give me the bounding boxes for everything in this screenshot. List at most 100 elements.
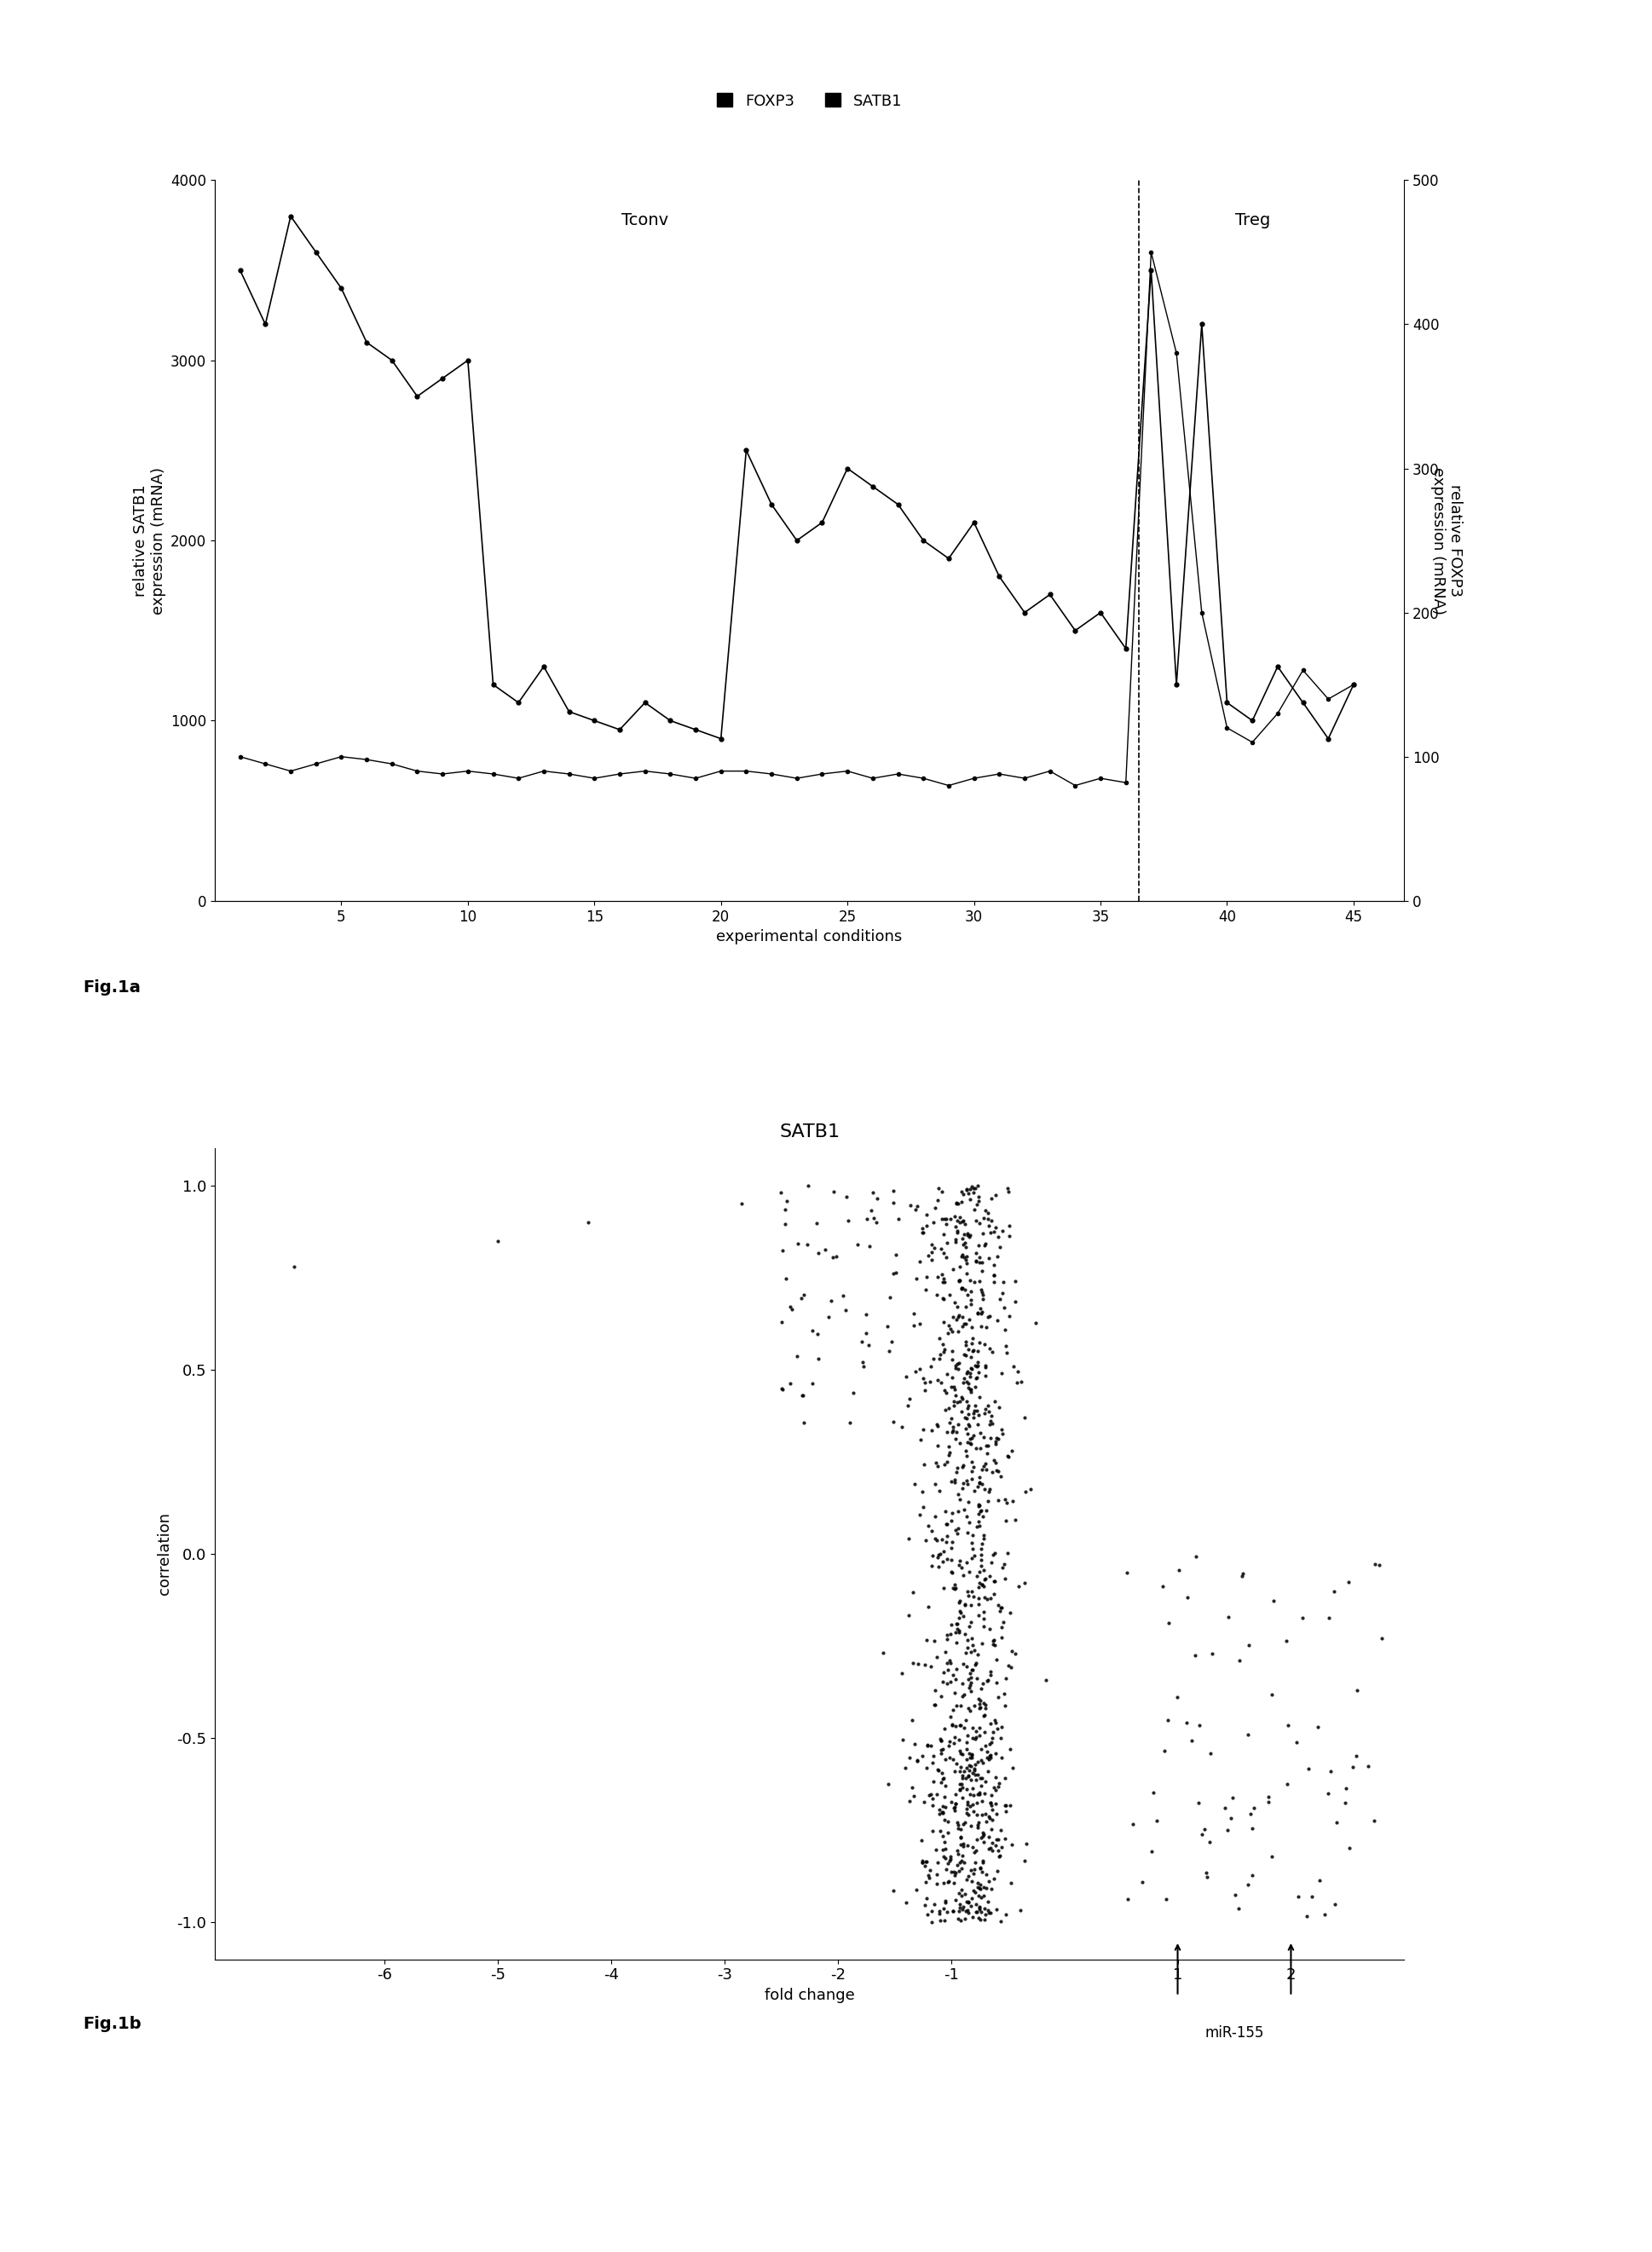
Point — [920, 1739, 947, 1775]
Point — [970, 1869, 996, 1905]
Point — [871, 1635, 897, 1671]
Point — [948, 1185, 975, 1221]
Point — [993, 1793, 1019, 1829]
Point — [938, 1369, 965, 1405]
Point — [957, 1694, 983, 1730]
Point — [963, 1646, 990, 1682]
Point — [937, 1842, 963, 1878]
Point — [953, 1216, 980, 1252]
Point — [1113, 1880, 1140, 1916]
Point — [958, 1349, 985, 1385]
Point — [960, 1333, 986, 1369]
Point — [957, 1666, 983, 1703]
Point — [945, 1347, 971, 1383]
Point — [963, 1187, 990, 1223]
Point — [981, 1257, 1008, 1293]
Point — [975, 1207, 1001, 1243]
Point — [953, 1426, 980, 1462]
Point — [965, 1344, 991, 1380]
Point — [976, 1394, 1003, 1430]
Point — [970, 1844, 996, 1880]
Point — [968, 1867, 995, 1903]
Point — [947, 1811, 973, 1847]
Point — [961, 1721, 988, 1757]
Point — [819, 1239, 846, 1275]
Point — [943, 1687, 970, 1723]
Point — [981, 1628, 1008, 1664]
Point — [933, 1507, 960, 1543]
Point — [960, 1709, 986, 1745]
Point — [963, 1833, 990, 1869]
Point — [950, 1203, 976, 1239]
Point — [966, 1263, 993, 1299]
Point — [953, 1741, 980, 1777]
Point — [910, 1446, 937, 1482]
Point — [912, 1522, 938, 1558]
Point — [978, 1203, 1004, 1239]
Point — [947, 1482, 973, 1518]
Point — [986, 1838, 1013, 1874]
Point — [961, 1752, 988, 1788]
Point — [965, 1489, 991, 1525]
Point — [895, 1520, 922, 1556]
Point — [938, 1842, 965, 1878]
Point — [938, 1556, 965, 1592]
Point — [976, 1705, 1003, 1741]
Point — [942, 1284, 968, 1320]
Point — [857, 1191, 884, 1227]
Point — [768, 1304, 795, 1340]
Point — [1193, 1858, 1219, 1894]
Point — [945, 1892, 971, 1928]
Point — [983, 1444, 1009, 1480]
Point — [945, 1299, 971, 1335]
Point — [920, 1687, 947, 1723]
Point — [971, 1714, 998, 1750]
Point — [940, 1408, 966, 1444]
Point — [925, 1259, 952, 1295]
Point — [971, 1691, 998, 1727]
Point — [948, 1270, 975, 1306]
Point — [925, 1536, 952, 1572]
Point — [970, 1448, 996, 1484]
Point — [1191, 1811, 1218, 1847]
Point — [937, 1642, 963, 1678]
Point — [773, 1261, 800, 1297]
Point — [980, 1405, 1006, 1441]
Point — [990, 1356, 1016, 1392]
Point — [958, 1673, 985, 1709]
Point — [970, 1216, 996, 1252]
Point — [960, 1419, 986, 1455]
Point — [930, 1570, 957, 1606]
Point — [1236, 1867, 1262, 1903]
Point — [995, 1536, 1021, 1572]
Point — [938, 1358, 965, 1394]
Point — [923, 1639, 950, 1675]
Point — [920, 1205, 947, 1241]
Point — [874, 1766, 900, 1802]
Point — [484, 1223, 510, 1259]
Point — [947, 1263, 973, 1299]
Point — [978, 1788, 1004, 1824]
Point — [950, 1709, 976, 1745]
Point — [955, 1892, 981, 1928]
Point — [1183, 1538, 1209, 1574]
Point — [952, 1230, 978, 1266]
Point — [925, 1752, 952, 1788]
Point — [770, 1371, 796, 1408]
Point — [940, 1525, 966, 1561]
Point — [910, 1360, 937, 1396]
Point — [988, 1412, 1014, 1448]
Point — [938, 1311, 965, 1347]
Point — [917, 1851, 943, 1887]
Point — [986, 1838, 1013, 1874]
Point — [851, 1349, 877, 1385]
Point — [957, 1371, 983, 1408]
Point — [980, 1824, 1006, 1860]
Point — [920, 1763, 947, 1799]
Point — [998, 1826, 1024, 1862]
Point — [930, 1664, 957, 1700]
Point — [978, 1739, 1004, 1775]
Point — [833, 1293, 859, 1329]
Point — [955, 1691, 981, 1727]
Point — [958, 1340, 985, 1376]
